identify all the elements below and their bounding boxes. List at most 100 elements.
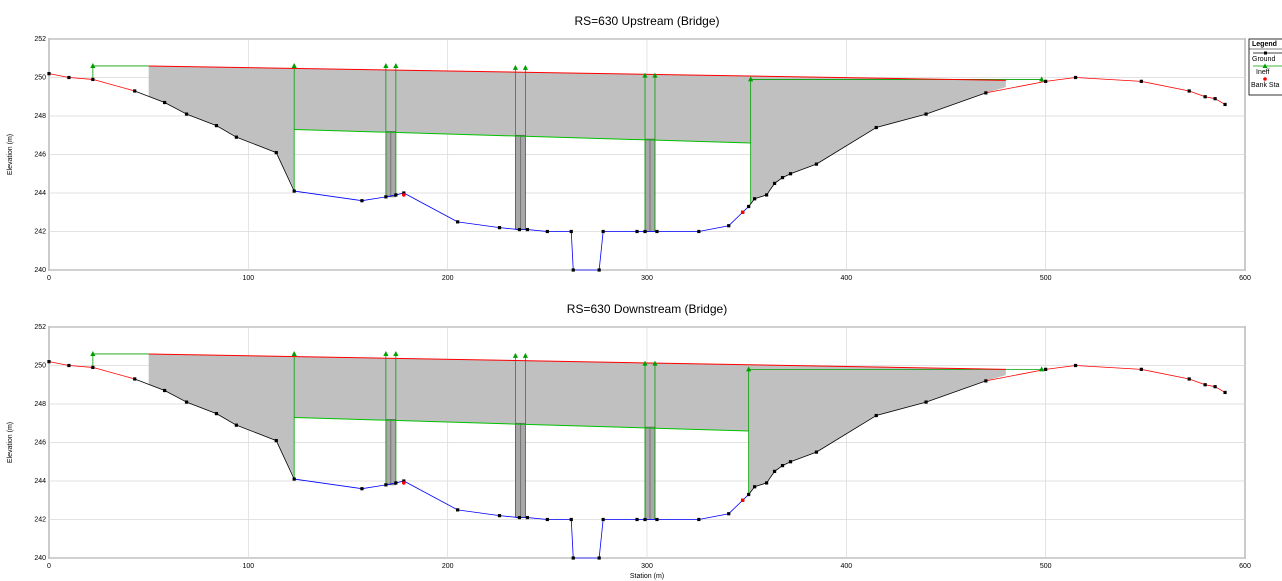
ground-point [47,360,51,364]
ground-point [234,423,238,427]
ground-point [163,388,167,393]
ground-segment [48,361,70,366]
ground-point [697,517,701,522]
ground-point [1073,75,1078,80]
x-tick-label: 0 [47,563,51,570]
ground-segment [876,113,927,128]
ground-point [360,199,364,203]
ground-segment [48,73,70,78]
x-tick-label: 500 [1040,563,1052,570]
ground-segment [570,231,574,271]
ground-segment [499,227,520,230]
ground-segment [236,136,277,153]
ground-segment [876,401,927,416]
x-tick-label: 400 [840,563,852,570]
ground-point [597,556,601,560]
ground-point [874,125,878,130]
ground-point [163,100,167,105]
ground-segment [1141,368,1190,380]
ground-point [788,172,793,176]
ground-point [772,469,777,473]
ground-point [360,487,364,491]
legend-swatch [1262,63,1268,68]
ground-point [67,363,71,368]
ineff-marker [522,64,529,70]
ground-point [274,150,278,155]
ground-segment [527,517,548,520]
ground-point [133,89,137,93]
ground-segment [186,401,217,414]
ground-point [635,229,639,234]
x-tick-label: 100 [242,275,254,282]
ground-point [1213,97,1217,101]
bridge-deck [148,65,1006,205]
ground-point [545,517,549,522]
ground-point [1073,363,1078,368]
ground-point [780,464,785,468]
ground-point [184,400,189,404]
ground-point [569,229,573,234]
x-axis-label: Station (m) [630,573,664,580]
ground-segment [275,440,295,480]
y-axis-label: Elevation (m) [7,134,14,175]
ground-point [697,229,701,234]
ground-segment [1189,378,1206,386]
ground-point [497,514,502,518]
ineff-marker [652,72,658,78]
ground-point [765,481,769,485]
ineff-marker [90,62,96,68]
ineff-marker [90,350,96,356]
y-tick-label: 248 [34,113,46,120]
y-tick-label: 250 [34,362,46,369]
ground-point [635,517,639,522]
ground-point [274,438,278,443]
ground-point [1203,383,1207,387]
x-tick-label: 200 [442,563,454,570]
ground-segment [1045,77,1076,82]
ground-point [47,72,51,76]
chart-title: RS=630 Downstream (Bridge) [567,302,727,316]
ground-segment [925,380,987,403]
ground-point [525,227,529,232]
legend-entry: Bank Sta [1251,82,1280,89]
ground-point [569,517,573,522]
y-tick-label: 240 [34,267,46,274]
ground-point [747,204,751,209]
ground-point [571,556,575,560]
ground-segment [361,196,386,202]
ground-segment [499,515,520,518]
ground-segment [985,80,1046,94]
ground-point [184,112,189,116]
legend-swatch [1264,51,1267,55]
ineff-marker [393,62,399,68]
ground-point [67,75,71,80]
legend-entry: Ground [1252,56,1275,63]
ground-point [234,135,238,139]
ineff-marker [512,352,519,358]
x-tick-label: 600 [1239,275,1251,282]
x-tick-label: 500 [1040,275,1052,282]
ground-segment [361,484,386,490]
ground-point [497,226,502,230]
ground-point [601,517,605,522]
y-tick-label: 246 [34,439,46,446]
ground-point [765,193,769,197]
ground-segment [216,413,237,426]
ground-point [384,483,388,487]
ineff-marker [642,360,648,366]
ground-segment [134,90,165,103]
ground-point [91,77,95,82]
ground-segment [236,424,277,441]
bridge-deck [148,353,1006,495]
ground-segment [698,225,729,232]
ground-point [384,195,388,199]
ground-point [655,517,659,522]
legend-title: Legend [1252,41,1277,48]
ground-segment [186,113,217,126]
bank-station [740,210,745,215]
y-tick-label: 240 [34,555,46,562]
ground-segment [68,365,93,368]
ground-point [394,193,398,197]
ground-segment [527,229,548,232]
ineff-marker [746,366,752,372]
